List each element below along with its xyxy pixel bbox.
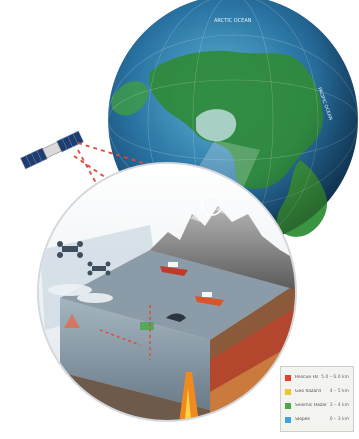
magnified-scene bbox=[37, 162, 297, 422]
mountain-snow bbox=[190, 206, 224, 222]
water-column bbox=[60, 298, 210, 410]
underwater-signal-lines bbox=[99, 305, 151, 360]
legend-swatch-red bbox=[285, 374, 291, 381]
legend-label: Rescue Hazard bbox=[295, 375, 319, 380]
legend-label: Slopes bbox=[295, 417, 310, 422]
legend-value: 5.0 – 6.0 km bbox=[321, 375, 349, 380]
ocean-surface bbox=[60, 250, 290, 340]
drone-right bbox=[87, 261, 111, 276]
legend-swatch-green bbox=[285, 402, 291, 409]
legend-value: 4 – 5 km bbox=[329, 389, 349, 394]
globe-label-arctic: ARCTIC OCEAN bbox=[214, 18, 252, 24]
legend-item: Seismic Hazard 3 – 4 km bbox=[285, 400, 349, 411]
legend-item: Slopes 0 – 3 km bbox=[285, 414, 349, 425]
cloud-patches bbox=[48, 284, 113, 303]
legend-swatch-yellow bbox=[285, 388, 291, 395]
legend-item: Rescue Hazard 5.0 – 6.0 km bbox=[285, 372, 349, 383]
legend-label: Geo hazard bbox=[295, 389, 321, 394]
legend-label: Seismic Hazard bbox=[295, 403, 327, 408]
legend-value: 3 – 4 km bbox=[329, 403, 349, 408]
crust-red-layer bbox=[210, 305, 295, 392]
drone-left bbox=[57, 241, 83, 258]
vegetation-patch bbox=[140, 322, 154, 330]
legend-value: 0 – 3 km bbox=[329, 417, 349, 422]
ship-orange bbox=[195, 292, 224, 306]
submarine bbox=[166, 313, 186, 322]
satellite bbox=[20, 130, 84, 170]
legend-item: Geo hazard 4 – 5 km bbox=[285, 386, 349, 397]
legend-swatch-blue bbox=[285, 416, 291, 423]
sonar-cone-red bbox=[64, 314, 80, 328]
hazard-legend: Rescue Hazard 5.0 – 6.0 km Geo hazard 4 … bbox=[280, 366, 354, 432]
zoom-ring bbox=[201, 194, 223, 216]
satellite-body bbox=[42, 141, 62, 159]
ship-red bbox=[160, 262, 188, 276]
